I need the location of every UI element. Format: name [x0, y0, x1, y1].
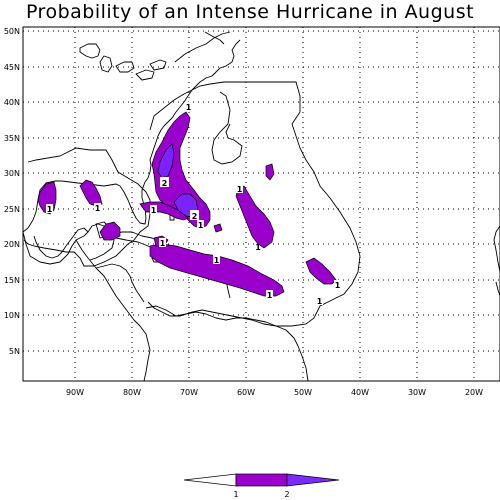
- contour-label: 2: [192, 212, 198, 221]
- contour-label: 1: [214, 256, 220, 265]
- contour-label: 1: [317, 297, 323, 306]
- longitude-gridlines: [74, 27, 475, 381]
- contour-label: 1: [160, 239, 166, 248]
- contour-label: 1: [267, 291, 273, 300]
- contour-region-yucatan: [99, 221, 121, 241]
- domain-boundary: [23, 81, 361, 327]
- contour-region-atlantic-mid: [235, 185, 275, 249]
- lon-label-60w: 60W: [237, 388, 255, 397]
- map-title: Probability of an Intense Hurricane in A…: [25, 1, 475, 23]
- contour-label: 1: [198, 221, 204, 230]
- color-legend: 1 2: [183, 473, 340, 499]
- probability-contours-level-1: [37, 111, 337, 297]
- contour-label: 1: [151, 206, 157, 215]
- lon-label-50w: 50W: [294, 388, 312, 397]
- lat-label-20n: 20N: [4, 240, 20, 249]
- contour-region-atlantic-small: [265, 163, 275, 181]
- contour-region-level2-north: [157, 143, 175, 179]
- lat-label-40n: 40N: [4, 98, 20, 107]
- contour-label: 1: [237, 185, 243, 194]
- contour-label: 1: [255, 243, 261, 252]
- lon-label-30w: 30W: [408, 388, 426, 397]
- latitude-labels: 50N 45N 40N 35N 30N 25N 20N 15N 10N 5N: [4, 27, 20, 356]
- contour-label: 1: [335, 281, 341, 290]
- contour-region-small-island: [213, 223, 223, 233]
- lat-label-30n: 30N: [4, 169, 20, 178]
- legend-label-1: 1: [233, 490, 238, 499]
- contour-label: 1: [47, 205, 53, 214]
- legend-swatch-high: [286, 473, 340, 487]
- lon-label-90w: 90W: [66, 388, 84, 397]
- map-frame: [22, 26, 500, 382]
- contour-labels: 1 1 1 1 1 1 1 1 1 1 1 1 2 2: [46, 102, 341, 306]
- lat-label-25n: 25N: [4, 205, 20, 214]
- lon-label-80w: 80W: [123, 388, 141, 397]
- lat-label-15n: 15N: [4, 276, 20, 285]
- legend-swatch-mid: [235, 473, 288, 487]
- legend-swatch-low: [183, 473, 237, 487]
- longitude-labels: 90W 80W 70W 60W 50W 40W 30W 20W: [66, 388, 483, 397]
- lon-label-20w: 20W: [465, 388, 483, 397]
- contour-label: 1: [186, 103, 192, 112]
- lat-label-35n: 35N: [4, 134, 20, 143]
- legend-label-2: 2: [284, 490, 289, 499]
- contour-label: 2: [162, 179, 168, 188]
- lon-label-70w: 70W: [180, 388, 198, 397]
- lat-label-10n: 10N: [4, 311, 20, 320]
- lat-label-45n: 45N: [4, 63, 20, 72]
- contour-label: 1: [95, 204, 101, 213]
- lat-label-5n: 5N: [9, 347, 20, 356]
- lon-label-40w: 40W: [351, 388, 369, 397]
- contour-region-gulf-east: [79, 179, 103, 207]
- lat-label-50n: 50N: [4, 27, 20, 36]
- contour-region-caribbean: [149, 243, 285, 297]
